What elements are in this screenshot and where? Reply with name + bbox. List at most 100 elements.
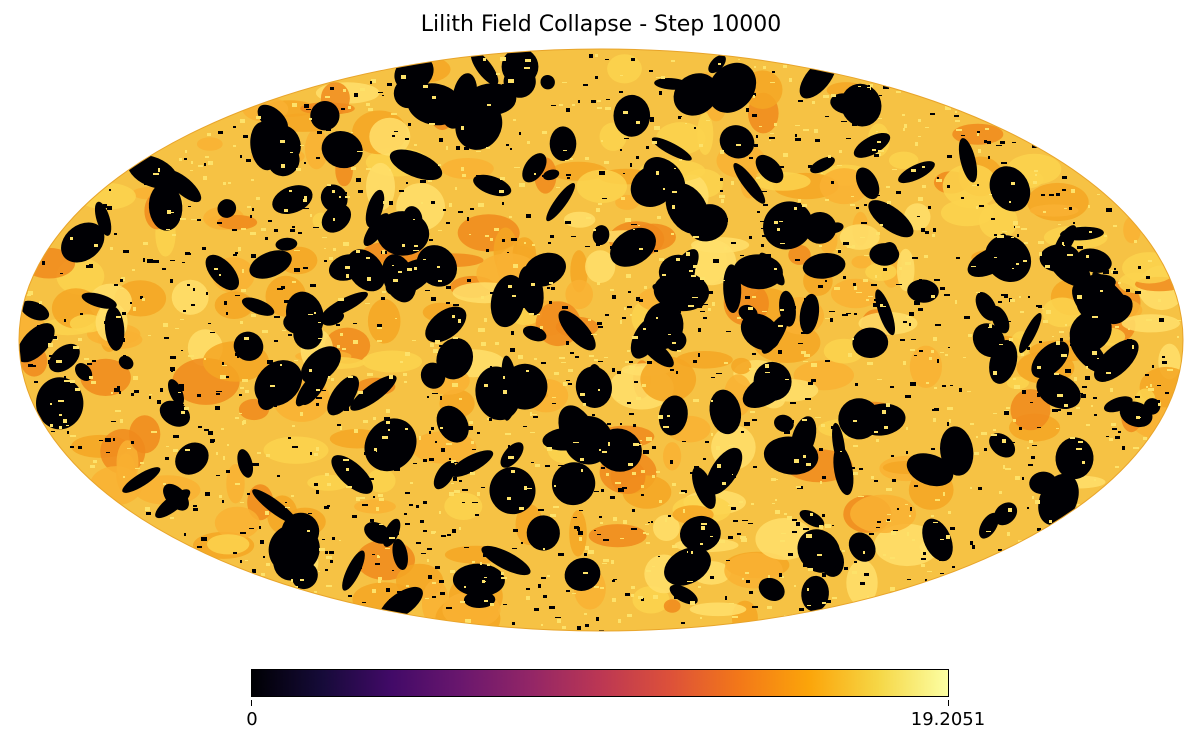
field-pixel — [620, 149, 622, 151]
field-pixel — [427, 559, 429, 562]
field-pixel — [902, 114, 905, 116]
field-pixel — [337, 424, 341, 426]
field-patch-warm — [1029, 204, 1079, 217]
field-pixel — [1111, 270, 1114, 273]
field-pixel — [197, 219, 201, 221]
field-pixel — [978, 149, 981, 153]
field-patch-dark — [217, 199, 237, 218]
field-pixel — [59, 426, 62, 429]
field-pixel — [641, 598, 644, 601]
field-patch-warm — [307, 474, 350, 491]
field-pixel — [204, 163, 206, 166]
field-pixel — [221, 428, 224, 430]
field-pixel — [406, 433, 411, 437]
field-pixel — [879, 95, 882, 96]
field-pixel — [1012, 513, 1014, 514]
field-pixel — [559, 357, 565, 359]
field-pixel — [313, 386, 315, 389]
field-patch-dark — [852, 327, 889, 359]
field-pixel — [890, 587, 895, 591]
field-patch-dark — [118, 355, 134, 370]
field-patch-dark — [81, 292, 117, 309]
field-pixel — [557, 439, 560, 441]
field-pixel — [672, 483, 676, 486]
field-pixel — [462, 502, 465, 503]
field-pixel — [170, 212, 174, 213]
field-pixel — [164, 337, 169, 339]
field-pixel — [852, 123, 857, 126]
field-pixel — [565, 492, 569, 496]
field-pixel — [419, 436, 421, 440]
field-pixel — [612, 580, 615, 582]
field-pixel — [1149, 410, 1152, 413]
field-pixel — [907, 532, 909, 536]
field-pixel — [562, 306, 568, 309]
field-pixel — [149, 396, 151, 399]
field-pixel — [1037, 393, 1040, 397]
field-pixel — [1115, 436, 1120, 439]
field-pixel — [1051, 491, 1054, 495]
field-patch-warm — [663, 442, 682, 471]
field-pixel — [652, 141, 657, 144]
field-pixel — [1002, 231, 1007, 232]
field-pixel — [472, 449, 476, 450]
field-pixel — [793, 306, 796, 309]
field-pixel — [476, 151, 481, 152]
field-pixel — [632, 472, 636, 475]
field-pixel — [534, 608, 539, 611]
field-pixel — [585, 246, 590, 247]
field-pixel — [911, 169, 916, 172]
field-pixel — [612, 598, 616, 602]
field-pixel — [979, 205, 984, 207]
field-pixel — [1009, 338, 1013, 341]
field-pixel — [382, 436, 388, 439]
field-patch-dark — [853, 132, 891, 158]
field-pixel — [1011, 237, 1014, 238]
field-pixel — [412, 340, 416, 341]
field-pixel — [876, 131, 878, 132]
field-pixel — [874, 154, 879, 157]
field-pixel — [140, 462, 144, 464]
field-pixel — [559, 104, 563, 106]
field-pixel — [877, 141, 881, 143]
field-pixel — [803, 563, 807, 567]
field-pixel — [890, 386, 894, 388]
field-patch-dark — [420, 362, 446, 389]
field-pixel — [617, 109, 621, 112]
field-pixel — [251, 179, 254, 181]
field-pixel — [179, 158, 182, 161]
field-pixel — [993, 429, 996, 431]
field-pixel — [247, 206, 251, 208]
field-pixel — [652, 446, 656, 449]
field-patch-warm — [653, 514, 680, 542]
field-pixel — [421, 553, 426, 554]
field-pixel — [878, 150, 884, 152]
field-pixel — [905, 395, 911, 398]
field-pixel — [284, 300, 289, 303]
field-pixel — [716, 373, 722, 374]
field-pixel — [733, 474, 736, 478]
field-pixel — [552, 397, 556, 398]
field-pixel — [298, 232, 302, 234]
field-pixel — [148, 335, 151, 336]
field-pixel — [531, 462, 534, 463]
field-pixel — [874, 480, 878, 482]
field-pixel — [188, 355, 194, 357]
field-pixel — [357, 151, 363, 152]
field-pixel — [691, 86, 693, 89]
field-pixel — [303, 199, 307, 202]
field-pixel — [803, 129, 809, 131]
field-pixel — [658, 556, 660, 557]
field-pixel — [909, 312, 914, 316]
field-pixel — [405, 138, 409, 140]
field-pixel — [998, 301, 1002, 303]
field-patch-dark — [481, 545, 531, 576]
field-pixel — [512, 622, 515, 625]
field-pixel — [801, 436, 806, 440]
field-pixel — [752, 353, 756, 355]
field-pixel — [831, 426, 836, 429]
field-pixel — [73, 346, 79, 349]
field-pixel — [851, 196, 854, 197]
field-pixel — [78, 446, 82, 449]
field-pixel — [652, 566, 655, 567]
